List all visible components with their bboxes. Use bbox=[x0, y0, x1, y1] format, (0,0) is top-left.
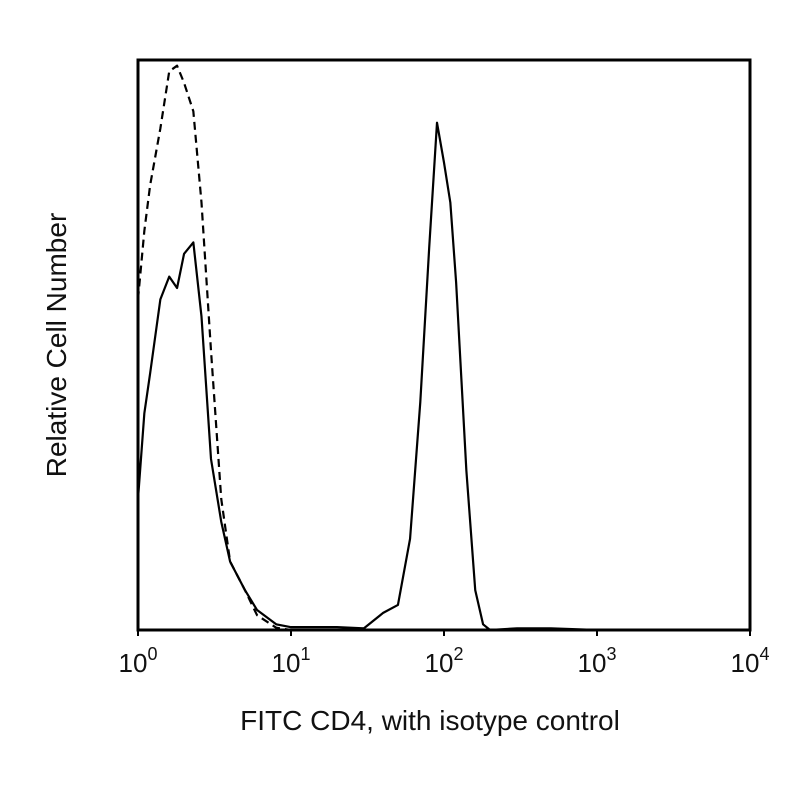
x-tick-exponent: 0 bbox=[147, 644, 157, 664]
x-tick-label: 104 bbox=[731, 644, 770, 678]
x-tick-base: 10 bbox=[272, 648, 301, 678]
x-axis-title: FITC CD4, with isotype control bbox=[240, 705, 620, 736]
x-tick-label: 100 bbox=[119, 644, 158, 678]
x-tick-exponent: 4 bbox=[759, 644, 769, 664]
x-tick-base: 10 bbox=[425, 648, 454, 678]
x-tick-label: 101 bbox=[272, 644, 311, 678]
x-tick-base: 10 bbox=[119, 648, 148, 678]
plot-frame bbox=[136, 58, 752, 632]
series-line bbox=[136, 64, 750, 632]
x-tick-base: 10 bbox=[731, 648, 760, 678]
x-tick-label: 102 bbox=[425, 644, 464, 678]
x-tick-base: 10 bbox=[578, 648, 607, 678]
x-tick-label: 103 bbox=[578, 644, 617, 678]
y-axis-title: Relative Cell Number bbox=[41, 213, 72, 478]
series-line bbox=[136, 121, 750, 632]
x-tick-exponent: 2 bbox=[453, 644, 463, 664]
x-tick-exponent: 3 bbox=[606, 644, 616, 664]
x-tick-exponent: 1 bbox=[300, 644, 310, 664]
